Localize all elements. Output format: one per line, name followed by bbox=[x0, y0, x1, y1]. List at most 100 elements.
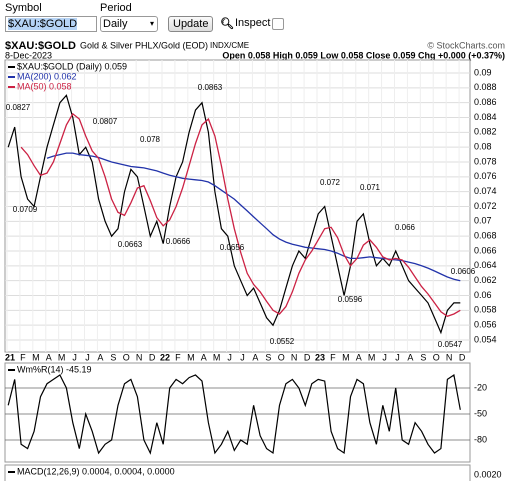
header-description: Gold & Silver PHLX/Gold (EOD) bbox=[80, 40, 208, 50]
x-tick-label: F bbox=[330, 352, 336, 362]
period-label: Period bbox=[100, 2, 132, 14]
series-line bbox=[7, 373, 461, 455]
annotation: 0.0663 bbox=[118, 240, 143, 249]
annotation: 0.0656 bbox=[220, 243, 245, 252]
legend-entry: MACD(12,26,9) 0.0004, 0.0004, 0.0000 bbox=[17, 466, 175, 476]
y-tick-label: 0.066 bbox=[474, 245, 497, 255]
legend-entry: Wm%R(14) -45.19 bbox=[17, 364, 92, 374]
y-tick-label: -50 bbox=[474, 408, 487, 418]
x-tick-label: D bbox=[304, 352, 311, 362]
y-tick-label: 0.072 bbox=[474, 201, 497, 211]
annotation: 0.072 bbox=[320, 178, 341, 187]
x-tick-label: D bbox=[459, 352, 466, 362]
x-tick-label: O bbox=[278, 352, 285, 362]
y-tick-label: 0.054 bbox=[474, 334, 497, 344]
x-tick-label: M bbox=[342, 352, 350, 362]
x-tick-label: S bbox=[110, 352, 116, 362]
legend-entry: $XAU:$GOLD (Daily) 0.059 bbox=[17, 61, 127, 71]
annotation: 0.071 bbox=[360, 183, 381, 192]
symbol-label: Symbol bbox=[5, 2, 42, 14]
inspect-icon: 🔍︎ bbox=[220, 18, 234, 30]
x-tick-label: J bbox=[85, 352, 90, 362]
period-value: Daily bbox=[103, 18, 128, 30]
x-tick-label: F bbox=[20, 352, 26, 362]
panel-frame bbox=[4, 362, 471, 463]
header-date: 8-Dec-2023 bbox=[5, 50, 52, 60]
y-tick-label: 0.078 bbox=[474, 156, 497, 166]
y-tick-label: 0.068 bbox=[474, 231, 497, 241]
annotation: 0.0666 bbox=[166, 237, 191, 246]
y-tick-label: -80 bbox=[474, 434, 487, 444]
x-tick-label: A bbox=[356, 352, 362, 362]
annotation: 0.066 bbox=[395, 223, 416, 232]
x-tick-label: J bbox=[240, 352, 245, 362]
chart: $XAU:$GOLD Gold & Silver PHLX/Gold (EOD)… bbox=[0, 38, 509, 481]
y-tick-label: 0.056 bbox=[474, 320, 497, 330]
annotation: 0.0863 bbox=[198, 83, 223, 92]
period-select[interactable]: Daily ▾ bbox=[100, 16, 158, 32]
annotation: 0.0552 bbox=[270, 337, 295, 346]
x-tick-label: O bbox=[433, 352, 440, 362]
panel-frame bbox=[4, 464, 471, 481]
y-tick-label: 0.08 bbox=[474, 142, 492, 152]
x-tick-label: J bbox=[382, 352, 387, 362]
x-tick-label: J bbox=[72, 352, 77, 362]
x-tick-label: 23 bbox=[315, 352, 325, 362]
y-tick-label: 0.074 bbox=[474, 186, 497, 196]
y-tick-label: 0.0020 bbox=[474, 469, 502, 479]
x-tick-label: S bbox=[265, 352, 271, 362]
x-tick-label: J bbox=[395, 352, 400, 362]
y-tick-label: 0.088 bbox=[474, 82, 497, 92]
header-quote: Open 0.058 High 0.059 Low 0.058 Close 0.… bbox=[222, 50, 505, 60]
y-tick-label: 0.076 bbox=[474, 171, 497, 181]
x-tick-label: 21 bbox=[5, 352, 15, 362]
x-tick-label: M bbox=[213, 352, 221, 362]
header-exchange: INDX/CME bbox=[210, 41, 249, 50]
x-tick-label: N bbox=[136, 352, 143, 362]
x-tick-label: M bbox=[58, 352, 66, 362]
series-line bbox=[20, 112, 461, 318]
y-tick-label: 0.086 bbox=[474, 97, 497, 107]
chart-bg bbox=[0, 38, 509, 481]
x-tick-label: 22 bbox=[160, 352, 170, 362]
update-button[interactable]: Update bbox=[168, 16, 214, 32]
x-tick-label: D bbox=[149, 352, 156, 362]
y-tick-label: -20 bbox=[474, 382, 487, 392]
annotation: 0.0606 bbox=[451, 267, 476, 276]
x-tick-label: N bbox=[446, 352, 453, 362]
x-tick-label: A bbox=[201, 352, 207, 362]
y-tick-label: 0.062 bbox=[474, 275, 497, 285]
annotation: 0.0547 bbox=[438, 340, 463, 349]
header-symbol: $XAU:$GOLD bbox=[5, 40, 76, 52]
y-tick-label: 0.07 bbox=[474, 216, 492, 226]
x-tick-label: J bbox=[227, 352, 232, 362]
legend-entry: MA(200) 0.062 bbox=[17, 71, 77, 81]
x-tick-label: M bbox=[187, 352, 195, 362]
x-tick-label: A bbox=[46, 352, 52, 362]
annotation: 0.078 bbox=[140, 135, 161, 144]
symbol-input[interactable]: $XAU:$GOLD bbox=[5, 16, 97, 32]
annotation: 0.0596 bbox=[338, 295, 363, 304]
annotation: 0.0709 bbox=[13, 205, 38, 214]
y-tick-label: 0.058 bbox=[474, 305, 497, 315]
symbol-value: $XAU:$GOLD bbox=[8, 18, 78, 30]
series-line bbox=[7, 94, 461, 335]
y-tick-label: 0.064 bbox=[474, 260, 497, 270]
x-tick-label: M bbox=[368, 352, 376, 362]
header-copyright: © StockCharts.com bbox=[427, 40, 505, 50]
select-arrow: ▾ bbox=[149, 19, 154, 28]
y-tick-label: 0.09 bbox=[474, 67, 492, 77]
inspect-checkbox[interactable] bbox=[272, 18, 284, 30]
x-tick-label: A bbox=[97, 352, 103, 362]
x-tick-label: M bbox=[32, 352, 40, 362]
x-tick-label: N bbox=[291, 352, 298, 362]
annotation: 0.0827 bbox=[6, 103, 31, 112]
x-tick-label: F bbox=[175, 352, 181, 362]
annotation: 0.0807 bbox=[93, 117, 118, 126]
y-tick-label: 0.06 bbox=[474, 290, 492, 300]
y-tick-label: 0.082 bbox=[474, 127, 497, 137]
x-tick-label: O bbox=[123, 352, 130, 362]
x-tick-label: A bbox=[252, 352, 258, 362]
x-tick-label: S bbox=[420, 352, 426, 362]
x-tick-label: A bbox=[407, 352, 413, 362]
